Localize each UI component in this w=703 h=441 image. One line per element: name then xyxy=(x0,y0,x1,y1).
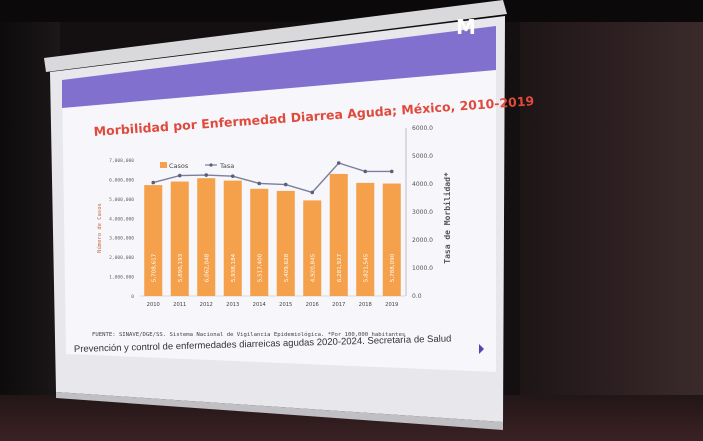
bar xyxy=(382,183,401,296)
bar xyxy=(144,185,163,296)
y2-tick-label: 2000.0 xyxy=(412,237,433,244)
tasa-line xyxy=(153,162,392,194)
bar-value-label: 5,708,617 xyxy=(151,253,157,282)
screen-bottom-bar xyxy=(56,392,503,430)
ceiling xyxy=(0,0,703,22)
x-tick-label: 2011 xyxy=(173,302,186,308)
bar-value-label: 5,409,628 xyxy=(284,253,290,282)
room-wall-right xyxy=(520,0,703,441)
y-tick-label: 3,000,000 xyxy=(109,236,134,242)
bar xyxy=(356,182,375,296)
room-wall-left xyxy=(0,0,60,441)
x-tick-label: 2013 xyxy=(226,302,239,308)
bar-value-label: 6,062,048 xyxy=(204,253,210,282)
x-tick-label: 2015 xyxy=(279,302,292,308)
y-tick-label: 1,000,000 xyxy=(109,275,134,281)
bar-value-label: 5,517,400 xyxy=(257,253,263,282)
x-tick-label: 2016 xyxy=(306,302,319,308)
y2-tick-label: 3000.0 xyxy=(412,209,433,216)
tasa-point xyxy=(177,173,182,178)
x-tick-label: 2012 xyxy=(200,302,213,308)
bar-value-label: 6,281,927 xyxy=(337,253,343,282)
x-tick-label: 2018 xyxy=(359,302,372,308)
bar xyxy=(276,190,295,296)
bar xyxy=(223,180,242,296)
tasa-point xyxy=(310,190,315,195)
y-tick-label: 5,000,000 xyxy=(109,197,134,203)
y-axis-label: Número de Casos xyxy=(96,203,103,253)
bar xyxy=(303,200,322,296)
tasa-point xyxy=(204,173,209,177)
brand-logo: M xyxy=(456,15,476,39)
slide-header-band xyxy=(62,26,496,108)
y2-tick-label: 5000.0 xyxy=(412,153,433,160)
bar-value-label: 5,890,193 xyxy=(178,253,184,282)
bar xyxy=(329,173,348,296)
next-slide-arrow-icon[interactable] xyxy=(479,344,484,354)
y2-tick-label: 0.0 xyxy=(412,293,422,300)
x-tick-label: 2010 xyxy=(147,302,160,308)
y2-axis-label: Tasa de Morbilidad* xyxy=(442,172,452,264)
y-tick-label: 2,000,000 xyxy=(109,255,134,261)
bar-value-label: 5,821,545 xyxy=(363,253,369,282)
tasa-point xyxy=(257,181,262,186)
tasa-point xyxy=(336,161,341,165)
legend-marker-tasa xyxy=(209,163,213,167)
bar xyxy=(250,188,269,296)
tasa-point xyxy=(151,180,156,185)
tasa-point xyxy=(363,169,368,174)
bar xyxy=(197,178,216,296)
tasa-point xyxy=(283,182,288,187)
tasa-point xyxy=(230,174,235,178)
x-tick-label: 2019 xyxy=(385,302,398,308)
source-note: FUENTE: SINAVE/DGE/SS. Sistema Nacional … xyxy=(92,331,405,338)
bar-value-label: 5,788,090 xyxy=(390,253,396,282)
legend-swatch-casos xyxy=(160,162,167,168)
y-tick-label: 7,000,000 xyxy=(109,158,134,164)
x-tick-label: 2014 xyxy=(253,302,267,308)
bar xyxy=(170,181,189,296)
legend-label-casos: Casos xyxy=(169,162,189,170)
legend-label-tasa: Tasa xyxy=(219,162,234,170)
x-tick-label: 2017 xyxy=(332,302,345,308)
y2-tick-label: 1000.0 xyxy=(412,265,433,272)
y2-tick-label: 6000.0 xyxy=(412,125,433,132)
y2-tick-label: 4000.0 xyxy=(412,181,433,188)
tasa-point xyxy=(389,169,394,174)
y-tick-label: 0 xyxy=(131,294,134,300)
y-tick-label: 6,000,000 xyxy=(109,177,134,183)
y-tick-label: 4,000,000 xyxy=(109,216,134,222)
bar-value-label: 4,920,845 xyxy=(310,253,316,282)
bar-value-label: 5,938,184 xyxy=(231,253,237,282)
screen-roller xyxy=(44,0,507,72)
chart-area: 0 1,000,000 2,000,000 3,000,000 4,000,000 5,0… xyxy=(96,125,452,308)
